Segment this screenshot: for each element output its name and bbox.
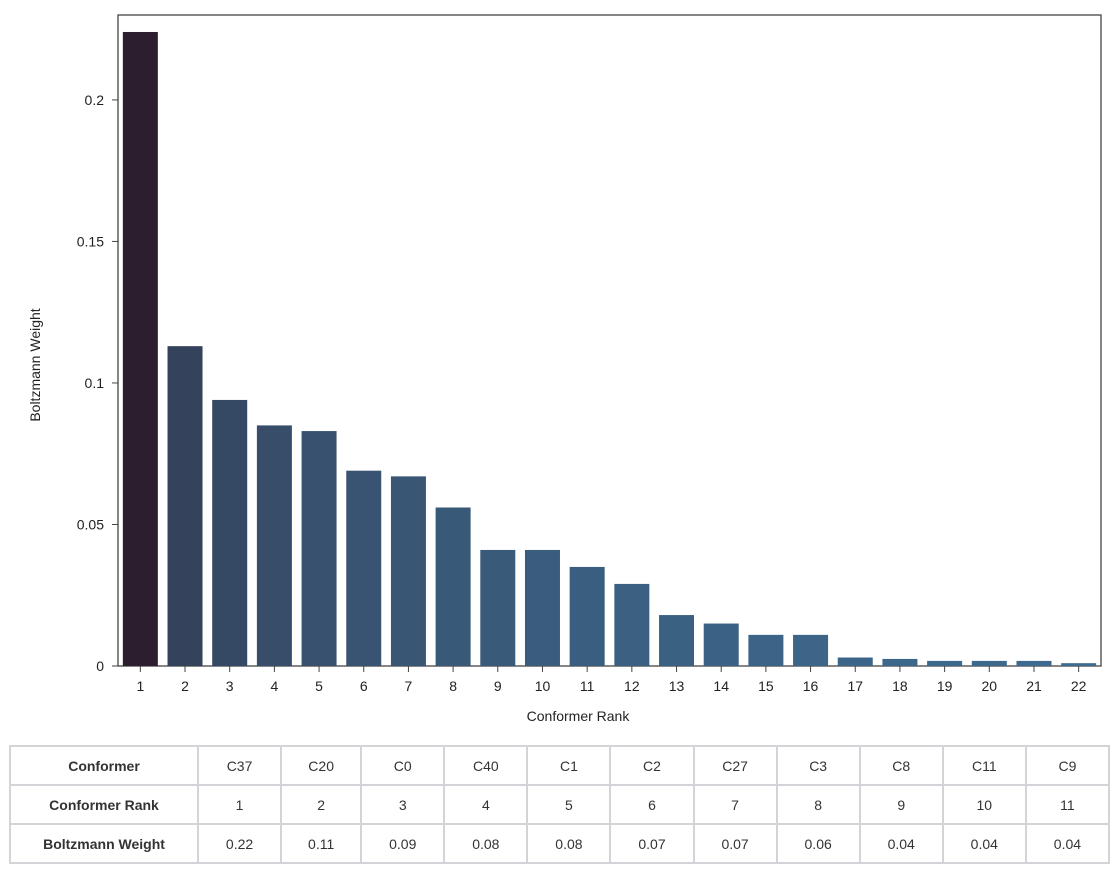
table-cell: C1 [526,745,612,786]
x-tick-label: 7 [405,678,413,694]
table-cell: 8 [775,784,861,825]
table-cell: C0 [360,745,446,786]
table-cell: 0.04 [941,823,1027,864]
table-cell: C9 [1024,745,1111,786]
table-cell: C40 [443,745,529,786]
x-tick-label: 2 [181,678,189,694]
bar-3 [212,399,248,666]
table-row: Conformer Rank 1 2 3 4 5 6 7 8 9 10 11 [9,784,1111,825]
table-cell: 3 [360,784,446,825]
bar-2 [167,346,203,666]
table-cell: C8 [858,745,944,786]
table-cell: 0.06 [775,823,861,864]
x-tick-label: 19 [937,678,953,694]
table-cell: 0.08 [526,823,612,864]
bar-8 [435,507,471,666]
x-tick-label: 4 [270,678,278,694]
row-header: Conformer [9,745,199,786]
bar-18 [882,658,918,666]
bar-1 [122,31,158,667]
table-cell: 0.04 [858,823,944,864]
bar-14 [703,623,739,666]
bar-22 [1061,663,1097,666]
table-cell: 0.07 [692,823,778,864]
x-tick-label: 14 [713,678,729,694]
table-cell: 11 [1024,784,1111,825]
x-tick-label: 17 [847,678,863,694]
y-tick-label: 0.2 [85,92,105,108]
table-cell: 5 [526,784,612,825]
table-cell: 2 [280,784,363,825]
bar-15 [748,634,784,666]
bar-13 [659,615,695,666]
y-tick-label: 0 [96,658,104,674]
bar-9 [480,549,516,666]
table-cell: C3 [775,745,861,786]
x-tick-label: 13 [669,678,685,694]
x-tick-label: 12 [624,678,640,694]
table-cell: 6 [609,784,695,825]
x-tick-label: 1 [136,678,144,694]
table-cell: 10 [941,784,1027,825]
x-tick-label: 11 [580,678,595,694]
table-cell: 0.08 [443,823,529,864]
plot-frame [117,14,1102,667]
x-tick-label: 18 [892,678,908,694]
bar-4 [256,425,292,666]
table-cell: C37 [196,745,283,786]
bar-21 [1016,660,1052,666]
table-cell: 0.09 [360,823,446,864]
table-cell: 7 [692,784,778,825]
x-tick-label: 9 [494,678,502,694]
x-tick-label: 21 [1026,678,1042,694]
table-cell: 9 [858,784,944,825]
x-tick-label: 20 [982,678,998,694]
y-tick-label: 0.05 [77,516,104,532]
x-tick-label: 8 [449,678,457,694]
x-tick-label: 16 [803,678,819,694]
table-cell: 0.22 [196,823,283,864]
y-tick-label: 0.15 [77,233,104,249]
table-cell: C11 [941,745,1027,786]
row-header: Conformer Rank [9,784,199,825]
bar-6 [346,470,382,666]
x-tick-label: 3 [226,678,234,694]
bar-chart: 1 2 3 4 5 6 7 8 9 10 11 12 13 14 15 16 17 18 19 20 21 22 00.0… [27,14,1102,724]
table-cell: C27 [692,745,778,786]
x-tick-label: 10 [535,678,551,694]
bar-19 [927,660,963,666]
bar-11 [569,566,605,666]
bar-17 [837,657,873,666]
table-row: Boltzmann Weight 0.22 0.11 0.09 0.08 0.08 0.07… [9,823,1111,864]
bar-12 [614,583,650,666]
bar-7 [390,476,426,666]
conformer-table: Conformer C37 C20 C0 C40 C1 C2 C27 C3 C8 C11 C9 Conf… [9,745,1111,864]
x-axis-label: Conformer Rank [527,708,631,724]
x-tick-label: 22 [1071,678,1087,694]
table-cell: 0.04 [1024,823,1111,864]
x-tick-label: 6 [360,678,368,694]
table-cell: 0.11 [280,823,363,864]
table-cell: C20 [280,745,363,786]
table-cell: 0.07 [609,823,695,864]
table-cell: 1 [196,784,283,825]
bar-20 [971,660,1007,666]
bar-10 [524,549,560,666]
y-axis-label: Boltzmann Weight [27,308,43,421]
y-tick-label: 0.1 [85,375,105,391]
table-cell: C2 [609,745,695,786]
bar-16 [793,634,829,666]
bar-5 [301,431,337,666]
x-tick-label: 15 [758,678,774,694]
table-row: Conformer C37 C20 C0 C40 C1 C2 C27 C3 C8 C11 C9 [9,745,1111,786]
table-cell: 4 [443,784,529,825]
row-header: Boltzmann Weight [9,823,199,864]
x-tick-label: 5 [315,678,323,694]
